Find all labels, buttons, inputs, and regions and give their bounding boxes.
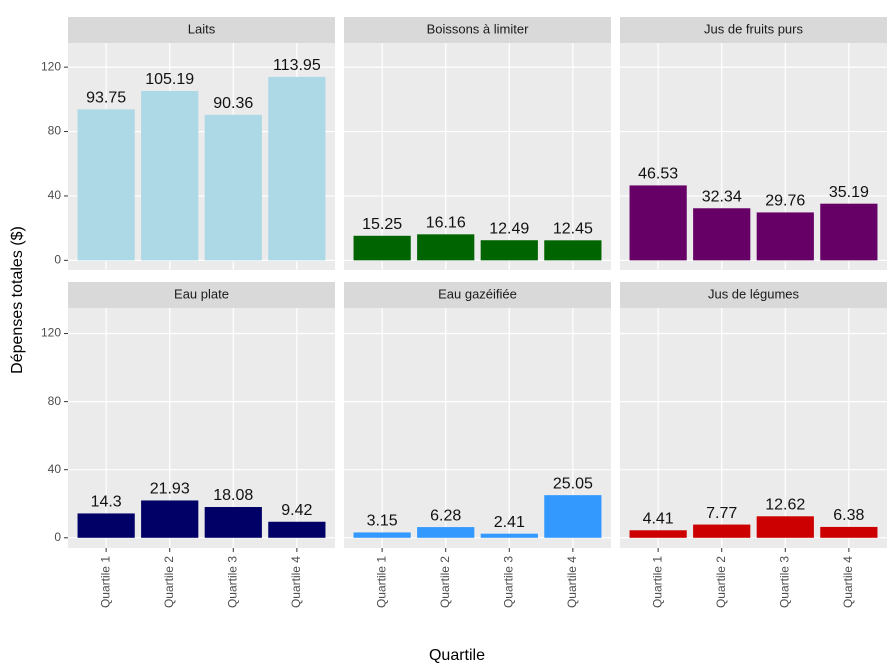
- bar: [268, 521, 326, 538]
- x-tick-label: Quartile 2: [714, 556, 728, 608]
- value-label: 21.93: [150, 481, 190, 498]
- bar: [756, 212, 814, 261]
- value-label: 6.28: [430, 507, 461, 524]
- value-label: 29.76: [765, 193, 805, 210]
- value-label: 32.34: [702, 188, 742, 205]
- value-label: 105.19: [145, 71, 194, 88]
- x-tick-label: Quartile 1: [374, 556, 388, 608]
- strip: [620, 282, 887, 308]
- y-tick-label: 40: [48, 188, 62, 202]
- x-tick-label: Quartile 3: [501, 556, 515, 608]
- x-tick-label: Quartile 4: [565, 556, 579, 608]
- bar: [480, 533, 538, 538]
- facet-title: Eau gazéifiée: [438, 286, 517, 301]
- facet-title: Jus de fruits purs: [704, 21, 803, 36]
- bar: [204, 114, 262, 261]
- value-label: 3.15: [367, 513, 398, 530]
- facet-title: Eau plate: [174, 286, 229, 301]
- x-tick-label: Quartile 4: [841, 556, 855, 608]
- value-label: 18.08: [213, 487, 253, 504]
- y-tick-label: 120: [41, 326, 61, 340]
- bar: [756, 516, 814, 538]
- y-tick-label: 0: [54, 530, 61, 544]
- value-label: 113.95: [273, 57, 321, 74]
- value-label: 12.45: [553, 221, 593, 238]
- value-label: 2.41: [494, 514, 525, 531]
- bar: [268, 76, 326, 261]
- bar: [544, 495, 602, 538]
- y-tick-label: 80: [48, 394, 62, 408]
- x-tick-label: Quartile 1: [650, 556, 664, 608]
- value-label: 90.36: [213, 95, 253, 112]
- bar: [480, 240, 538, 261]
- value-label: 35.19: [829, 184, 869, 201]
- facet-title: Jus de légumes: [708, 286, 800, 301]
- bar: [204, 507, 262, 538]
- facet-title: Laits: [188, 21, 216, 36]
- bar: [693, 208, 751, 261]
- bar: [629, 185, 687, 261]
- value-label: 15.25: [362, 216, 402, 233]
- bar: [77, 513, 135, 538]
- value-label: 93.75: [86, 90, 126, 107]
- strip: [344, 17, 611, 43]
- x-tick-label: Quartile 3: [777, 556, 791, 608]
- value-label: 46.53: [638, 166, 678, 183]
- bar: [141, 500, 199, 538]
- strip: [344, 282, 611, 308]
- x-tick-label: Quartile 3: [225, 556, 239, 608]
- panel: [68, 308, 335, 548]
- bar: [693, 524, 751, 538]
- y-tick-label: 80: [48, 124, 62, 138]
- bar: [77, 109, 135, 261]
- x-tick-label: Quartile 2: [162, 556, 176, 608]
- bar: [820, 526, 878, 538]
- x-tick-label: Quartile 4: [289, 556, 303, 608]
- facet-title: Boissons à limiter: [427, 21, 530, 36]
- bar: [820, 203, 878, 261]
- value-label: 6.38: [833, 507, 864, 524]
- strip: [68, 282, 335, 308]
- y-tick-label: 40: [48, 462, 62, 476]
- panel: [344, 43, 611, 270]
- value-label: 4.41: [643, 510, 674, 527]
- y-tick-label: 0: [54, 253, 61, 267]
- bar: [544, 240, 602, 261]
- value-label: 25.05: [553, 475, 593, 492]
- strip: [620, 17, 887, 43]
- bar: [141, 90, 199, 261]
- y-tick-label: 120: [41, 59, 61, 73]
- strip: [68, 17, 335, 43]
- value-label: 9.42: [281, 502, 312, 519]
- bar: [629, 530, 687, 538]
- x-tick-label: Quartile 2: [438, 556, 452, 608]
- x-axis-title: Quartile: [429, 647, 485, 664]
- panel: [620, 308, 887, 548]
- x-tick-label: Quartile 1: [98, 556, 112, 608]
- y-axis-title: Dépenses totales ($): [9, 226, 26, 374]
- bar: [353, 532, 411, 538]
- value-label: 12.49: [489, 220, 529, 237]
- value-label: 7.77: [706, 505, 737, 522]
- bar: [353, 235, 411, 261]
- bar: [417, 234, 475, 261]
- value-label: 14.3: [91, 494, 122, 511]
- value-label: 12.62: [765, 497, 805, 514]
- value-label: 16.16: [426, 215, 466, 232]
- bar: [417, 527, 475, 538]
